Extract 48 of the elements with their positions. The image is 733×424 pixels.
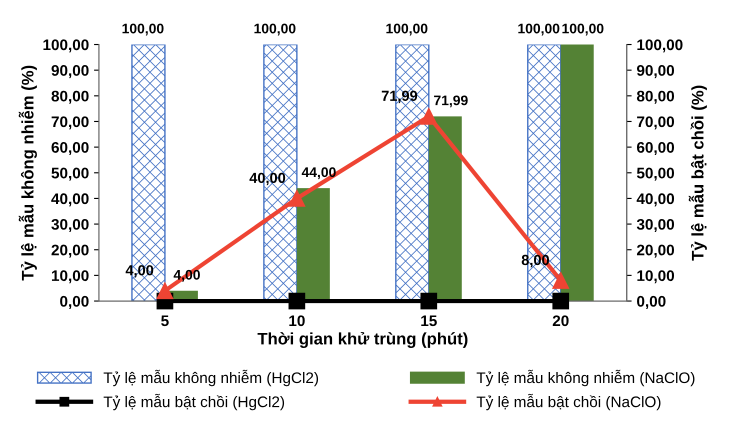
data-label: 44,00 bbox=[302, 167, 336, 180]
y-tick-label: 50,00 bbox=[51, 168, 89, 181]
y-tick-label: 20,00 bbox=[52, 244, 89, 258]
y-tick-label: 30,00 bbox=[51, 218, 89, 232]
y2-tick-label: 20,00 bbox=[636, 244, 674, 258]
y-tick-label: 70,00 bbox=[52, 116, 89, 130]
point bbox=[420, 292, 438, 310]
y-tick-label: 90,00 bbox=[52, 65, 89, 78]
data-label: 100,00 bbox=[518, 24, 560, 36]
data-label: 71,99 bbox=[434, 95, 468, 108]
y2-tick-label: 0,00 bbox=[637, 296, 666, 309]
legend-label: Tỷ lệ mẫu bật chồi (HgCl2) bbox=[104, 394, 284, 410]
y2-tick-label: 40,00 bbox=[636, 193, 674, 206]
x-tick-label: 10 bbox=[289, 315, 305, 326]
point bbox=[288, 292, 306, 310]
y2-tick-label: 80,00 bbox=[636, 90, 674, 104]
y-tick-label: 80,00 bbox=[51, 90, 89, 104]
y2-tick-label: 90,00 bbox=[636, 65, 674, 78]
y2-tick-label: 60,00 bbox=[636, 142, 674, 156]
data-label: 100,00 bbox=[122, 24, 164, 36]
point bbox=[552, 292, 570, 310]
point bbox=[420, 108, 438, 125]
y2-tick-label: 100,00 bbox=[637, 39, 683, 52]
point bbox=[552, 272, 570, 289]
y2-tick-label: 10,00 bbox=[637, 270, 674, 284]
bar bbox=[560, 44, 594, 302]
point bbox=[288, 190, 306, 207]
y-tick-label: 60,00 bbox=[52, 142, 89, 156]
y2-tick-label: 50,00 bbox=[636, 168, 674, 181]
legend-label: Tỷ lệ mẫu không nhiễm (HgCl2) bbox=[104, 370, 318, 386]
x-tick-label: 15 bbox=[421, 315, 437, 326]
data-label: 100,00 bbox=[386, 24, 428, 36]
x-tick-label: 20 bbox=[552, 315, 569, 326]
data-label: 100,00 bbox=[562, 24, 604, 36]
data-label: 100,00 bbox=[254, 24, 296, 36]
y-axis-title: Tỷ lệ mẫu không nhiễm (%) bbox=[18, 66, 37, 280]
point bbox=[156, 282, 174, 300]
y-tick-label: 10,00 bbox=[52, 270, 89, 284]
y2-tick-label: 30,00 bbox=[636, 218, 674, 232]
legend-label: Tỷ lệ mẫu bật chồi (NaClO) bbox=[476, 394, 660, 410]
y-tick-label: 0,00 bbox=[60, 296, 89, 309]
y2-tick-label: 70,00 bbox=[637, 116, 674, 130]
y-tick-label: 100,00 bbox=[43, 39, 89, 52]
x-axis-title: Thời gian khử trùng (phút) bbox=[258, 332, 468, 348]
legend-label: Tỷ lệ mẫu không nhiễm (NaClO) bbox=[476, 370, 694, 386]
y2-axis-title: Tỷ lệ mẫu bật chồi (%) bbox=[688, 86, 707, 261]
y-tick-label: 40,00 bbox=[51, 193, 89, 206]
x-tick-label: 5 bbox=[161, 315, 169, 326]
